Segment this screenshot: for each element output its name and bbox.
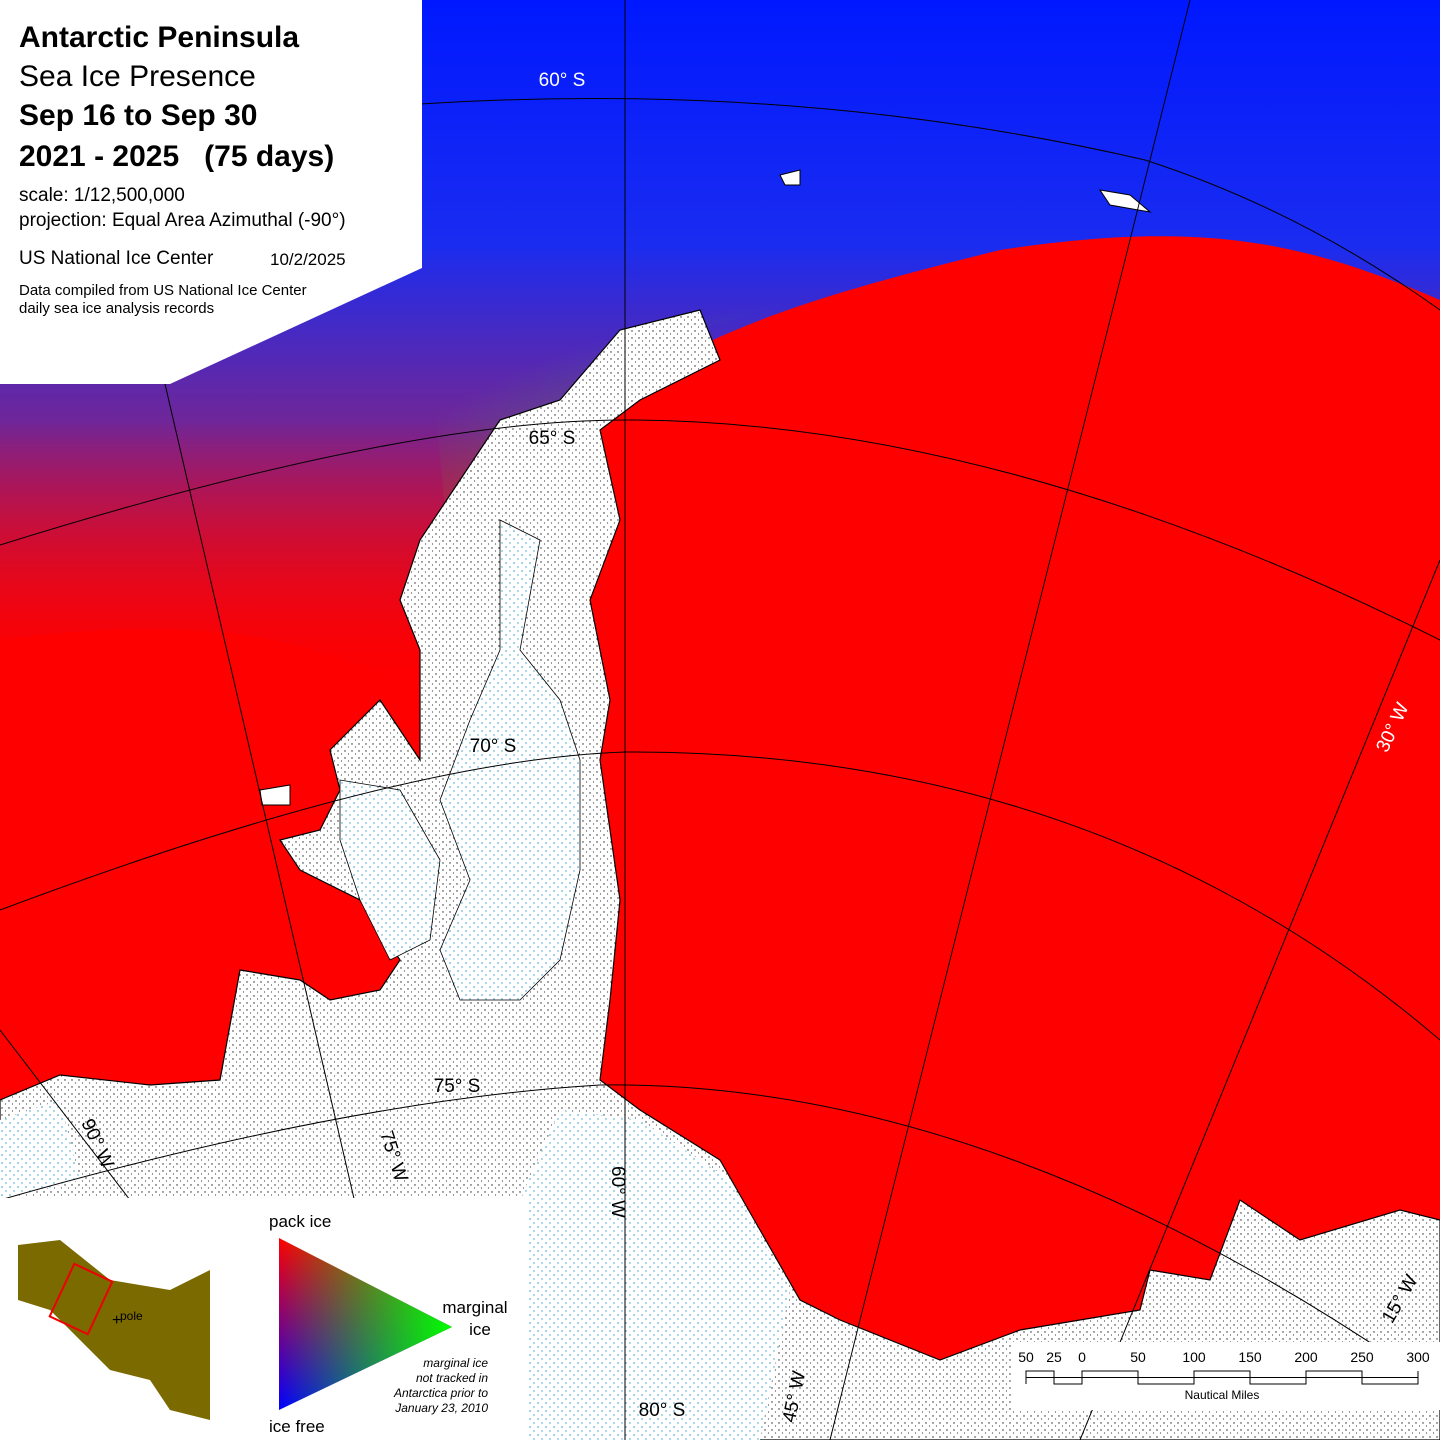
legend-top: pack ice: [269, 1212, 331, 1231]
scale-tick-label: 300: [1406, 1349, 1430, 1365]
legend-right: marginal: [442, 1298, 507, 1317]
inset-map: [18, 1240, 210, 1420]
scale-segment: [1305, 1370, 1363, 1378]
ice-shelf: [520, 1110, 790, 1440]
lat-label: 80° S: [639, 1400, 686, 1421]
scale-tick-label: 250: [1350, 1349, 1374, 1365]
scale: scale: 1/12,500,000: [19, 185, 185, 206]
legend-note: not tracked in: [416, 1371, 488, 1385]
projection: projection: Equal Area Azimuthal (-90°): [19, 210, 346, 231]
ice-shelf: [0, 1100, 80, 1200]
period: Sep 16 to Sep 30: [19, 99, 257, 132]
latitude-line: [0, 751, 1440, 1041]
lat-label: 70° S: [470, 736, 517, 757]
scale-segment: [1053, 1377, 1083, 1385]
inset-label: pole: [120, 1309, 143, 1323]
scale-unit: Nautical Miles: [1185, 1388, 1260, 1402]
legend-note: January 23, 2010: [394, 1401, 488, 1415]
scale-segment: [1025, 1370, 1055, 1378]
legend-right: ice: [469, 1320, 491, 1339]
ice-shelf: [439, 519, 581, 1001]
latitude-line: [0, 1084, 1440, 1391]
years: 2021 - 2025 (75 days): [19, 140, 334, 173]
scale-segment: [1361, 1377, 1419, 1385]
lat-label: 65° S: [529, 428, 576, 449]
map-subtitle: Sea Ice Presence: [19, 60, 256, 93]
longitude-line: [0, 1029, 131, 1201]
lat-label: 60° S: [539, 70, 586, 91]
land: [0, 309, 1440, 1440]
marginal-ice: [420, 174, 1440, 561]
latitude-line: [419, 97, 1440, 311]
scale-tick-label: 50: [1130, 1349, 1146, 1365]
legend-note: Antarctica prior to: [393, 1386, 488, 1400]
inset-frame: [48, 1262, 114, 1336]
latitude-line: [0, 419, 1440, 641]
date: 10/2/2025: [270, 250, 346, 269]
scale-tick-label: 25: [1046, 1349, 1062, 1365]
note: daily sea ice analysis records: [19, 300, 214, 317]
scale-tick-label: 200: [1294, 1349, 1318, 1365]
agency: US National Ice Center: [19, 248, 214, 269]
inset-plus: +: [112, 1312, 121, 1329]
scale-bar: Nautical Miles 50 25 0 50 100 150 200 250 300: [1012, 1342, 1440, 1410]
scale-segment: [1137, 1377, 1195, 1385]
scale-tick-label: 100: [1182, 1349, 1206, 1365]
header-panel: [0, 0, 422, 384]
scale-segment: [1193, 1370, 1251, 1378]
note: Data compiled from US National Ice Cente…: [19, 282, 307, 299]
longitude-line: [1079, 559, 1440, 1440]
scale-tick-label: 50: [1018, 1349, 1034, 1365]
legend-triangle: [279, 1238, 452, 1410]
scale-segment: [1249, 1377, 1307, 1385]
scale-tick-label: 150: [1238, 1349, 1262, 1365]
longitude-line: [829, 0, 1191, 1440]
legend-bottom: ice free: [269, 1417, 325, 1436]
legend-note: marginal ice: [423, 1356, 488, 1370]
lat-label: 75° S: [434, 1076, 481, 1097]
ice-shelf: [339, 779, 441, 961]
scale-segment: [1081, 1370, 1139, 1378]
map-title: Antarctic Peninsula: [19, 21, 299, 54]
lon-label: 60° W: [607, 1166, 628, 1218]
scale-tick-label: 0: [1078, 1349, 1086, 1365]
